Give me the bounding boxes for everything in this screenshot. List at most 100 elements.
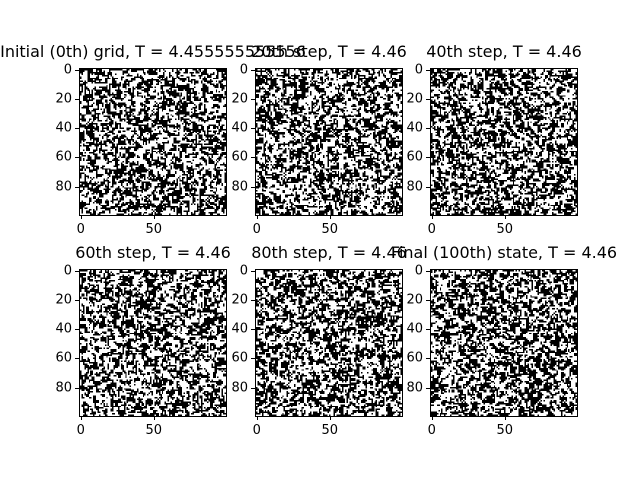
y-tick-mark	[251, 98, 255, 100]
spin-grid-heatmap	[80, 69, 226, 215]
y-tick-mark	[251, 387, 255, 389]
y-tick-label: 60	[231, 350, 248, 366]
x-tick-mark	[504, 416, 506, 420]
x-tick-mark	[256, 416, 258, 420]
y-tick-label: 40	[55, 120, 72, 136]
x-tick-label: 50	[321, 423, 338, 438]
y-tick-label: 0	[63, 263, 72, 279]
y-tick-label: 20	[231, 91, 248, 107]
subplot-20th-step: 20th step, T = 4.46 0 20 40 60 80 0 50	[231, 43, 406, 237]
y-tick-label: 0	[63, 62, 72, 78]
y-tick-mark	[75, 299, 79, 301]
y-tick-mark	[251, 69, 255, 71]
y-tick-mark	[251, 186, 255, 188]
y-tick-label: 20	[406, 91, 423, 107]
x-tick-mark	[80, 416, 82, 420]
y-tick-label: 40	[231, 120, 248, 136]
y-tick-mark	[426, 299, 430, 301]
subplot-initial-grid: Initial (0th) grid, T = 4.455555555556 0…	[0, 43, 306, 237]
y-tick-mark	[426, 128, 430, 130]
x-tick-label: 50	[145, 222, 162, 237]
y-tick-mark	[426, 387, 430, 389]
y-tick-label: 60	[406, 149, 423, 165]
y-tick-mark	[426, 358, 430, 360]
x-tick-label: 50	[496, 423, 513, 438]
y-tick-label: 60	[55, 149, 72, 165]
y-tick-label: 40	[55, 321, 72, 337]
y-tick-label: 40	[406, 321, 423, 337]
x-tick-mark	[153, 416, 155, 420]
x-tick-label: 50	[145, 423, 162, 438]
y-tick-mark	[75, 186, 79, 188]
y-tick-label: 0	[414, 263, 423, 279]
subplot-title: 60th step, T = 4.46	[75, 243, 231, 262]
y-tick-label: 80	[231, 179, 248, 195]
y-tick-mark	[75, 387, 79, 389]
y-tick-mark	[75, 329, 79, 331]
y-tick-label: 80	[231, 380, 248, 396]
y-tick-mark	[426, 98, 430, 100]
x-tick-label: 0	[76, 423, 85, 438]
subplot-final-state: Final (100th) state, T = 4.46 0 20 40 60 80 0…	[391, 244, 617, 438]
y-tick-mark	[75, 358, 79, 360]
y-tick-mark	[75, 69, 79, 71]
x-tick-mark	[431, 416, 433, 420]
subplot-title: Final (100th) state, T = 4.46	[390, 243, 618, 262]
x-tick-mark	[329, 416, 331, 420]
x-tick-label: 0	[76, 222, 85, 237]
x-tick-label: 0	[427, 423, 436, 438]
spin-grid-heatmap	[256, 270, 402, 416]
x-tick-mark	[431, 215, 433, 219]
y-tick-mark	[75, 270, 79, 272]
spin-grid-heatmap	[431, 270, 577, 416]
y-tick-label: 80	[55, 380, 72, 396]
x-tick-label: 50	[496, 222, 513, 237]
x-tick-mark	[504, 215, 506, 219]
y-tick-mark	[426, 270, 430, 272]
y-tick-label: 0	[414, 62, 423, 78]
y-tick-mark	[251, 299, 255, 301]
spin-grid-heatmap	[80, 270, 226, 416]
spin-grid-heatmap	[256, 69, 402, 215]
y-tick-mark	[251, 329, 255, 331]
subplot-title: 40th step, T = 4.46	[426, 42, 582, 61]
subplot-title: 80th step, T = 4.46	[251, 243, 407, 262]
y-tick-label: 60	[406, 350, 423, 366]
y-tick-mark	[251, 270, 255, 272]
subplot-80th-step: 80th step, T = 4.46 0 20 40 60 80 0 50	[231, 244, 406, 438]
x-tick-mark	[256, 215, 258, 219]
subplot-40th-step: 40th step, T = 4.46 0 20 40 60 80 0 50	[406, 43, 581, 237]
x-tick-label: 50	[321, 222, 338, 237]
y-tick-mark	[75, 157, 79, 159]
y-tick-mark	[251, 157, 255, 159]
x-tick-label: 0	[427, 222, 436, 237]
y-tick-label: 20	[55, 292, 72, 308]
y-tick-label: 20	[55, 91, 72, 107]
y-tick-label: 20	[231, 292, 248, 308]
y-tick-mark	[426, 329, 430, 331]
subplot-title: Initial (0th) grid, T = 4.455555555556	[0, 42, 306, 61]
y-tick-label: 80	[55, 179, 72, 195]
y-tick-mark	[426, 69, 430, 71]
y-tick-label: 80	[406, 380, 423, 396]
subplot-60th-step: 60th step, T = 4.46 0 20 40 60 80 0 50	[55, 244, 230, 438]
x-tick-mark	[80, 215, 82, 219]
y-tick-mark	[426, 186, 430, 188]
y-tick-mark	[251, 358, 255, 360]
y-tick-label: 80	[406, 179, 423, 195]
x-tick-label: 0	[252, 222, 261, 237]
x-tick-label: 0	[252, 423, 261, 438]
subplot-title: 20th step, T = 4.46	[251, 42, 407, 61]
y-tick-label: 40	[231, 321, 248, 337]
y-tick-mark	[75, 128, 79, 130]
y-tick-label: 0	[239, 263, 248, 279]
y-tick-label: 60	[231, 149, 248, 165]
y-tick-label: 60	[55, 350, 72, 366]
y-tick-label: 20	[406, 292, 423, 308]
spin-grid-heatmap	[431, 69, 577, 215]
x-tick-mark	[329, 215, 331, 219]
y-tick-label: 40	[406, 120, 423, 136]
y-tick-label: 0	[239, 62, 248, 78]
y-tick-mark	[75, 98, 79, 100]
